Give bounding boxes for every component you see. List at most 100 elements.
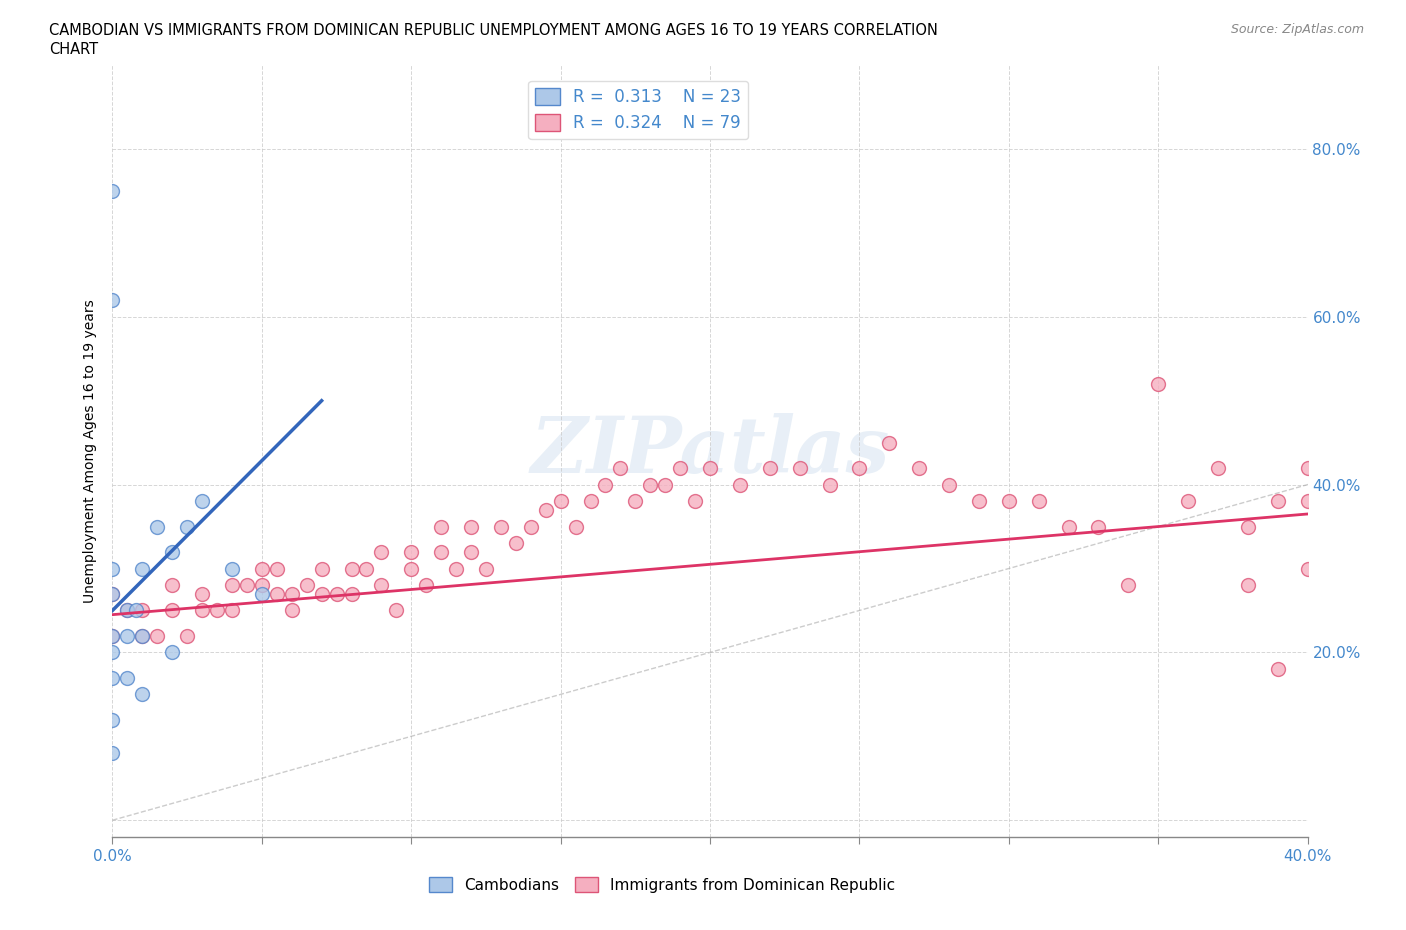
- Point: [879, 435, 901, 450]
- Point: [101, 671, 124, 685]
- Point: [117, 603, 139, 618]
- Point: [176, 628, 198, 643]
- Point: [117, 628, 139, 643]
- Point: [356, 561, 378, 576]
- Point: [221, 578, 243, 592]
- Point: [579, 494, 602, 509]
- Point: [205, 603, 228, 618]
- Point: [162, 544, 183, 559]
- Point: [266, 561, 288, 576]
- Point: [1177, 494, 1199, 509]
- Point: [295, 578, 318, 592]
- Point: [967, 494, 990, 509]
- Point: [848, 460, 870, 475]
- Point: [101, 628, 124, 643]
- Point: [1237, 578, 1260, 592]
- Point: [131, 561, 153, 576]
- Point: [595, 477, 617, 492]
- Point: [1296, 460, 1319, 475]
- Point: [162, 603, 183, 618]
- Text: ZIPatlas: ZIPatlas: [530, 413, 890, 489]
- Point: [789, 460, 811, 475]
- Point: [101, 293, 124, 308]
- Point: [325, 586, 347, 601]
- Point: [101, 746, 124, 761]
- Point: [340, 561, 363, 576]
- Point: [266, 586, 288, 601]
- Point: [162, 645, 183, 660]
- Point: [101, 586, 124, 601]
- Point: [415, 578, 437, 592]
- Point: [1267, 662, 1289, 677]
- Point: [818, 477, 841, 492]
- Point: [564, 519, 586, 534]
- Point: [311, 561, 333, 576]
- Point: [101, 561, 124, 576]
- Point: [1057, 519, 1080, 534]
- Point: [250, 561, 273, 576]
- Point: [385, 603, 408, 618]
- Point: [1206, 460, 1229, 475]
- Point: [146, 519, 169, 534]
- Point: [117, 603, 139, 618]
- Point: [609, 460, 631, 475]
- Point: [131, 687, 153, 702]
- Point: [938, 477, 960, 492]
- Point: [505, 536, 527, 551]
- Point: [759, 460, 782, 475]
- Point: [1118, 578, 1140, 592]
- Point: [191, 586, 214, 601]
- Point: [430, 544, 453, 559]
- Point: [1147, 377, 1170, 392]
- Point: [1296, 561, 1319, 576]
- Point: [401, 561, 423, 576]
- Point: [340, 586, 363, 601]
- Point: [475, 561, 498, 576]
- Point: [1296, 494, 1319, 509]
- Point: [534, 502, 557, 517]
- Point: [370, 578, 392, 592]
- Point: [250, 578, 273, 592]
- Point: [998, 494, 1021, 509]
- Point: [221, 603, 243, 618]
- Point: [101, 183, 124, 198]
- Point: [1237, 519, 1260, 534]
- Point: [1028, 494, 1050, 509]
- Point: [683, 494, 706, 509]
- Text: CAMBODIAN VS IMMIGRANTS FROM DOMINICAN REPUBLIC UNEMPLOYMENT AMONG AGES 16 TO 19: CAMBODIAN VS IMMIGRANTS FROM DOMINICAN R…: [49, 23, 938, 38]
- Point: [281, 603, 304, 618]
- Point: [311, 586, 333, 601]
- Point: [117, 671, 139, 685]
- Point: [430, 519, 453, 534]
- Point: [1267, 494, 1289, 509]
- Point: [908, 460, 931, 475]
- Point: [176, 519, 198, 534]
- Point: [146, 628, 169, 643]
- Point: [1087, 519, 1109, 534]
- Legend: Cambodians, Immigrants from Dominican Republic: Cambodians, Immigrants from Dominican Re…: [423, 870, 901, 898]
- Point: [460, 544, 482, 559]
- Point: [370, 544, 392, 559]
- Y-axis label: Unemployment Among Ages 16 to 19 years: Unemployment Among Ages 16 to 19 years: [83, 299, 97, 603]
- Point: [444, 561, 467, 576]
- Point: [236, 578, 259, 592]
- Point: [101, 628, 124, 643]
- Point: [728, 477, 751, 492]
- Point: [101, 586, 124, 601]
- Point: [699, 460, 721, 475]
- Point: [250, 586, 273, 601]
- Point: [101, 645, 124, 660]
- Point: [162, 578, 183, 592]
- Point: [281, 586, 304, 601]
- Point: [221, 561, 243, 576]
- Point: [640, 477, 662, 492]
- Point: [101, 712, 124, 727]
- Point: [654, 477, 676, 492]
- Point: [624, 494, 647, 509]
- Point: [669, 460, 692, 475]
- Text: Source: ZipAtlas.com: Source: ZipAtlas.com: [1230, 23, 1364, 36]
- Point: [460, 519, 482, 534]
- Point: [520, 519, 543, 534]
- Text: CHART: CHART: [49, 42, 98, 57]
- Point: [191, 603, 214, 618]
